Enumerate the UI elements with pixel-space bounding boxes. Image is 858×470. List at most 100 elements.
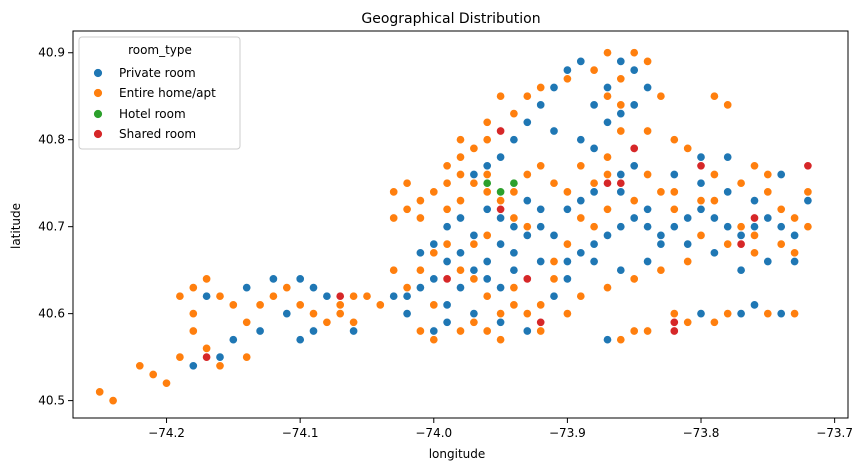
point-entire-home-apt: [455, 135, 466, 145]
point-private-room: [549, 126, 559, 136]
point-entire-home-apt: [576, 291, 586, 301]
point-private-room: [562, 274, 572, 284]
point-private-room: [602, 335, 613, 345]
point-private-room: [749, 300, 760, 310]
point-private-room: [482, 274, 492, 284]
point-private-room: [322, 291, 332, 301]
point-entire-home-apt: [656, 187, 666, 197]
point-private-room: [696, 204, 706, 214]
point-private-room: [228, 335, 238, 345]
legend-marker-private-room: [93, 68, 103, 78]
point-private-room: [629, 100, 639, 110]
point-entire-home-apt: [308, 309, 319, 319]
plot-frame: [72, 30, 849, 419]
point-entire-home-apt: [135, 361, 145, 371]
x-tick-label: −74.2: [148, 426, 185, 440]
chart-title: Geographical Distribution: [361, 11, 540, 27]
point-shared-room: [696, 161, 706, 171]
point-private-room: [589, 143, 599, 153]
point-private-room: [482, 256, 492, 267]
point-private-room: [736, 265, 746, 275]
point-entire-home-apt: [602, 204, 613, 214]
point-entire-home-apt: [415, 213, 425, 223]
point-shared-room: [736, 239, 746, 249]
point-private-room: [696, 309, 706, 319]
x-axis: −74.2 −74.1 −74.0 −73.9 −73.8 −73.7: [148, 418, 853, 440]
point-entire-home-apt: [215, 361, 225, 371]
point-entire-home-apt: [482, 187, 492, 197]
point-entire-home-apt: [669, 135, 679, 145]
point-entire-home-apt: [522, 309, 532, 319]
point-private-room: [576, 196, 586, 206]
point-entire-home-apt: [255, 300, 265, 310]
point-entire-home-apt: [522, 222, 532, 232]
point-entire-home-apt: [776, 239, 786, 249]
point-private-room: [643, 222, 653, 232]
legend-label-entire-home: Entire home/apt: [119, 86, 216, 100]
x-tick-label: −73.8: [683, 426, 720, 440]
point-private-room: [763, 256, 773, 267]
point-private-room: [629, 65, 639, 75]
point-private-room: [643, 82, 653, 93]
point-entire-home-apt: [496, 335, 506, 345]
point-shared-room: [335, 291, 345, 301]
point-entire-home-apt: [616, 74, 626, 84]
point-entire-home-apt: [509, 213, 519, 223]
point-private-room: [509, 248, 519, 258]
point-private-room: [188, 361, 198, 371]
y-tick-label: 40.9: [38, 46, 65, 60]
y-axis-label: latitude: [9, 203, 23, 249]
point-private-room: [549, 291, 559, 301]
point-private-room: [469, 169, 479, 180]
point-entire-home-apt: [709, 169, 719, 180]
point-private-room: [509, 222, 519, 232]
point-entire-home-apt: [455, 196, 466, 206]
legend-label-shared-room: Shared room: [119, 127, 196, 141]
point-entire-home-apt: [683, 256, 693, 267]
point-entire-home-apt: [509, 300, 519, 310]
point-entire-home-apt: [429, 335, 439, 345]
point-entire-home-apt: [442, 239, 452, 249]
point-private-room: [629, 161, 639, 171]
point-entire-home-apt: [389, 265, 399, 275]
point-private-room: [616, 169, 626, 180]
point-private-room: [629, 213, 639, 223]
point-entire-home-apt: [589, 222, 599, 232]
point-entire-home-apt: [669, 309, 679, 319]
point-private-room: [723, 152, 733, 162]
point-entire-home-apt: [602, 48, 613, 58]
point-private-room: [576, 248, 586, 258]
legend-marker-hotel-room: [93, 109, 103, 119]
point-private-room: [349, 326, 359, 336]
point-private-room: [562, 204, 572, 214]
point-entire-home-apt: [469, 274, 479, 284]
point-entire-home-apt: [482, 169, 492, 180]
point-entire-home-apt: [522, 91, 532, 101]
x-axis-label: longitude: [429, 447, 486, 461]
point-entire-home-apt: [148, 369, 158, 380]
point-private-room: [602, 82, 613, 93]
point-private-room: [509, 265, 519, 275]
point-private-room: [496, 283, 506, 293]
point-private-room: [429, 239, 439, 249]
point-private-room: [282, 309, 292, 319]
point-entire-home-apt: [455, 152, 466, 162]
point-entire-home-apt: [549, 178, 559, 188]
point-private-room: [202, 291, 212, 301]
point-hotel-room: [509, 178, 519, 188]
point-entire-home-apt: [335, 300, 345, 310]
point-entire-home-apt: [322, 317, 332, 327]
x-tick-label: −74.0: [415, 426, 452, 440]
y-tick-label: 40.5: [38, 394, 65, 408]
point-entire-home-apt: [602, 283, 613, 293]
point-private-room: [602, 117, 613, 127]
point-entire-home-apt: [282, 283, 292, 293]
point-private-room: [242, 283, 252, 293]
point-private-room: [442, 317, 452, 327]
point-private-room: [442, 256, 452, 267]
point-shared-room: [536, 317, 546, 327]
point-entire-home-apt: [429, 248, 439, 258]
point-entire-home-apt: [763, 169, 773, 180]
point-entire-home-apt: [536, 326, 546, 336]
